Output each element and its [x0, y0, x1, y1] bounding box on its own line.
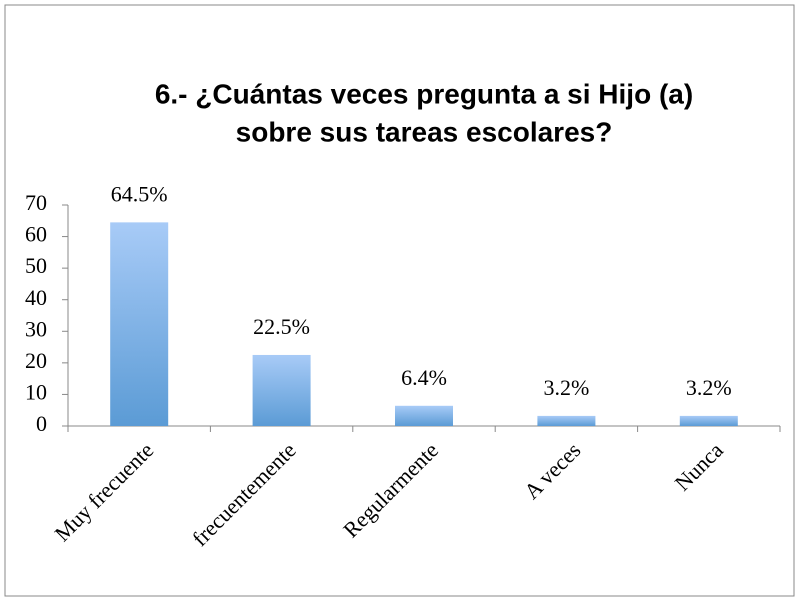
bar [395, 405, 453, 426]
data-label: 3.2% [543, 375, 589, 400]
y-tick-label: 20 [25, 348, 47, 373]
chart-title: sobre sus tareas escolares? [236, 116, 613, 147]
data-label: 3.2% [686, 375, 732, 400]
data-label: 22.5% [253, 314, 310, 339]
y-tick-label: 30 [25, 316, 47, 341]
bar [252, 354, 311, 426]
data-label: 64.5% [111, 181, 168, 206]
y-tick-label: 40 [25, 285, 47, 310]
bar [537, 415, 596, 426]
y-tick-label: 10 [25, 379, 47, 404]
bar [110, 222, 169, 426]
y-tick-label: 60 [25, 222, 47, 247]
data-label: 6.4% [401, 365, 447, 390]
bar [679, 415, 738, 426]
y-tick-label: 50 [25, 253, 47, 278]
y-tick-label: 70 [25, 190, 47, 215]
chart-title: 6.- ¿Cuántas veces pregunta a si Hijo (a… [155, 78, 693, 109]
y-tick-label: 0 [36, 411, 47, 436]
